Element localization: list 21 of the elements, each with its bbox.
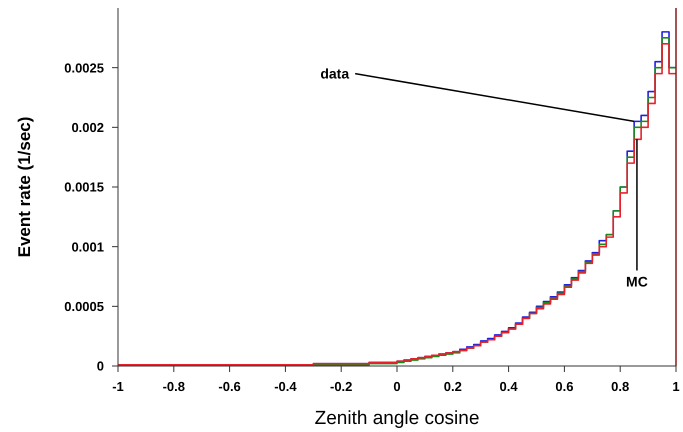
y-tick-label: 0.002 [71, 120, 104, 135]
x-tick-label: 0.8 [611, 379, 630, 394]
y-tick-label: 0.0005 [64, 298, 104, 314]
x-tick-label: -0.8 [162, 379, 186, 394]
x-tick-label: 1 [672, 379, 680, 394]
y-tick-label: 0 [96, 358, 104, 374]
y-axis-title: Event rate (1/sec) [15, 116, 34, 258]
x-axis-title: Zenith angle cosine [314, 408, 480, 429]
y-tick-label: 0.001 [71, 239, 104, 254]
y-tick-label: 0.0015 [64, 180, 104, 195]
x-tick-label: -0.6 [218, 379, 241, 394]
x-tick-label: 0.6 [555, 379, 574, 394]
x-tick-label: -0.2 [330, 379, 352, 394]
x-tick-label: -1 [112, 379, 124, 394]
x-tick-label: 0 [393, 379, 401, 394]
x-tick-label: -0.4 [274, 379, 298, 394]
x-tick-label: 0.2 [444, 379, 462, 394]
annotation: MC [626, 273, 648, 290]
x-tick-label: 0.4 [500, 379, 518, 394]
y-tick-label: 0.0025 [64, 60, 104, 76]
annotation: data [320, 66, 350, 82]
